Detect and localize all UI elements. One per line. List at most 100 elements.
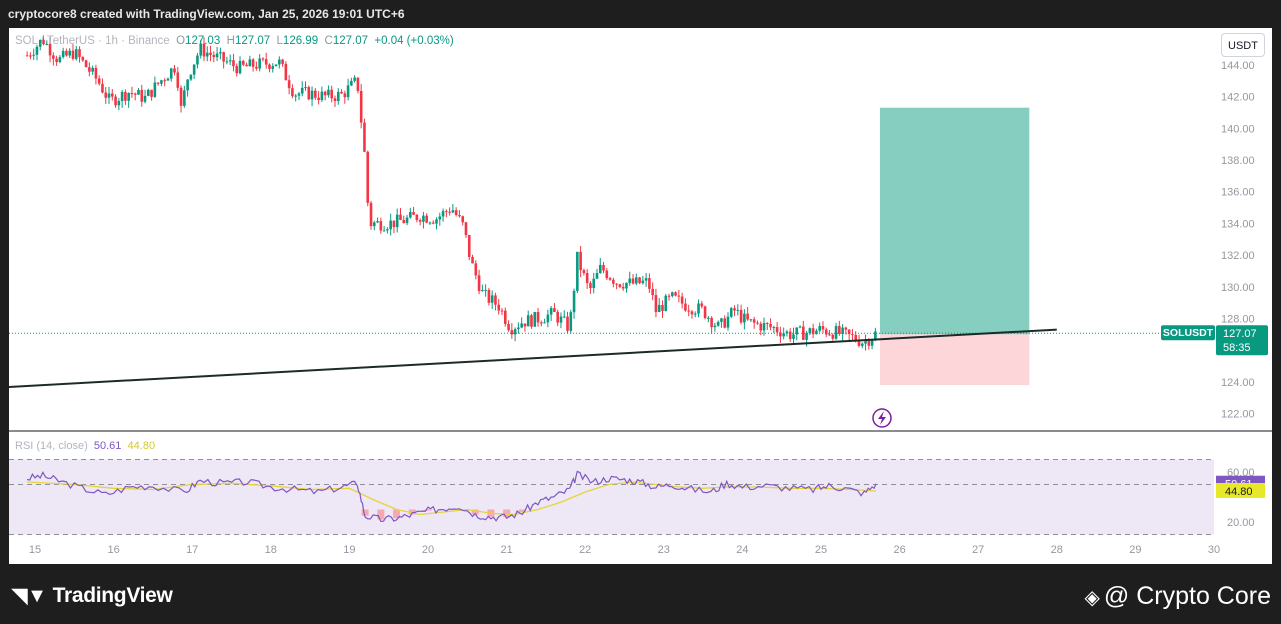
candle-body xyxy=(84,60,88,68)
candle-body xyxy=(369,202,373,227)
candle-body xyxy=(55,58,58,63)
candle-body xyxy=(752,319,756,323)
low-label: L xyxy=(276,35,283,47)
candle-body xyxy=(661,304,664,312)
candle-body xyxy=(520,323,523,328)
candle-body xyxy=(268,64,271,69)
candle-body xyxy=(775,327,779,333)
candle-body xyxy=(192,64,196,75)
candle-body xyxy=(392,220,396,228)
candle-body xyxy=(219,52,222,54)
candle-body xyxy=(88,67,91,72)
candle-body xyxy=(97,78,101,84)
candle-body xyxy=(729,308,733,317)
rsi-legend: RSI (14, close) 50.61 44.80 xyxy=(15,440,155,452)
candle-body xyxy=(811,328,815,335)
chart-frame[interactable]: 122.00124.00126.00128.00130.00132.00134.… xyxy=(9,28,1272,564)
candle-body xyxy=(431,222,435,224)
candle-body xyxy=(507,323,510,331)
candle-body xyxy=(91,67,94,72)
candle-body xyxy=(297,93,301,96)
candle-body xyxy=(874,331,877,340)
candle-body xyxy=(533,312,537,327)
candle-body xyxy=(779,332,782,337)
candle-body xyxy=(589,283,592,289)
candle-body xyxy=(274,64,278,67)
symbol-tag[interactable] xyxy=(1161,325,1215,341)
candle-body xyxy=(566,316,569,331)
candle-body xyxy=(271,66,275,69)
candle-body xyxy=(523,323,527,327)
rsi-label[interactable]: RSI (14, close) xyxy=(15,440,88,452)
support-trendline[interactable] xyxy=(9,328,1057,390)
time-axis-tick: 15 xyxy=(29,544,41,556)
candle-body xyxy=(156,82,160,84)
time-axis-tick: 30 xyxy=(1208,544,1220,556)
candle-body xyxy=(864,341,867,344)
candle-body xyxy=(805,332,808,340)
long-position-target-zone[interactable] xyxy=(879,107,1030,335)
price-axis-tick: 130.00 xyxy=(1221,282,1255,294)
price-axis-tick: 124.00 xyxy=(1221,377,1255,389)
candle-body xyxy=(854,334,858,341)
candle-body xyxy=(841,327,844,334)
high-value: 127.07 xyxy=(234,35,271,47)
time-axis-tick: 28 xyxy=(1051,544,1063,556)
candle-body xyxy=(674,292,677,296)
candle-body xyxy=(546,314,550,323)
candle-body xyxy=(490,295,494,303)
candle-body xyxy=(127,93,130,101)
candle-body xyxy=(382,230,386,232)
candle-body xyxy=(828,334,831,336)
price-axis-tick: 138.00 xyxy=(1221,155,1255,167)
candle-body xyxy=(765,323,769,325)
candle-body xyxy=(762,323,766,331)
candle-body xyxy=(412,212,415,215)
last-price-tag[interactable] xyxy=(1216,325,1268,356)
candle-body xyxy=(540,322,543,324)
tradingview-logo[interactable]: ◥▼ TradingView xyxy=(12,583,173,608)
time-axis-tick: 22 xyxy=(579,544,591,556)
currency-unit-button[interactable]: USDT xyxy=(1221,33,1265,57)
candle-body xyxy=(140,89,144,102)
candle-body xyxy=(438,216,442,220)
candle-body xyxy=(503,310,507,324)
candle-body xyxy=(346,85,350,98)
chart-canvas[interactable]: 122.00124.00126.00128.00130.00132.00134.… xyxy=(9,28,1272,564)
candle-body xyxy=(517,327,520,330)
candle-body xyxy=(104,92,108,98)
candle-body xyxy=(585,273,589,284)
candle-body xyxy=(48,43,52,56)
candle-body xyxy=(235,66,239,74)
candle-body xyxy=(710,317,713,328)
open-value: 127.03 xyxy=(185,35,221,47)
long-position-stop-zone[interactable] xyxy=(879,334,1030,386)
candle-body xyxy=(526,315,530,327)
price-axis-tick: 140.00 xyxy=(1221,123,1255,135)
candle-body xyxy=(343,93,347,98)
candle-body xyxy=(605,270,609,279)
price-axis-tick: 134.00 xyxy=(1221,218,1255,230)
candle-body xyxy=(703,306,707,319)
price-axis-tick: 142.00 xyxy=(1221,92,1255,104)
candle-body xyxy=(317,97,320,101)
low-value: 126.99 xyxy=(282,35,319,47)
candle-body xyxy=(409,212,412,218)
candle-body xyxy=(556,311,559,323)
candle-body xyxy=(448,211,451,213)
candle-body xyxy=(792,334,795,339)
candle-body xyxy=(399,214,402,221)
price-pane[interactable] xyxy=(9,28,1214,430)
chart-attribution-header: cryptocore8 created with TradingView.com… xyxy=(0,0,1281,28)
candle-body xyxy=(58,57,62,63)
rsi-ma-tag-label: 44.80 xyxy=(1225,486,1253,498)
candle-body xyxy=(330,89,334,99)
candle-body xyxy=(454,210,458,215)
candle-body xyxy=(536,312,540,323)
candle-body xyxy=(474,263,478,276)
symbol-label[interactable]: SOL / TetherUS · 1h · Binance xyxy=(15,35,170,47)
rsi-axis-tick: 20.00 xyxy=(1227,517,1255,529)
candle-body xyxy=(379,221,383,231)
candle-body xyxy=(553,308,556,312)
candle-body xyxy=(831,334,835,339)
